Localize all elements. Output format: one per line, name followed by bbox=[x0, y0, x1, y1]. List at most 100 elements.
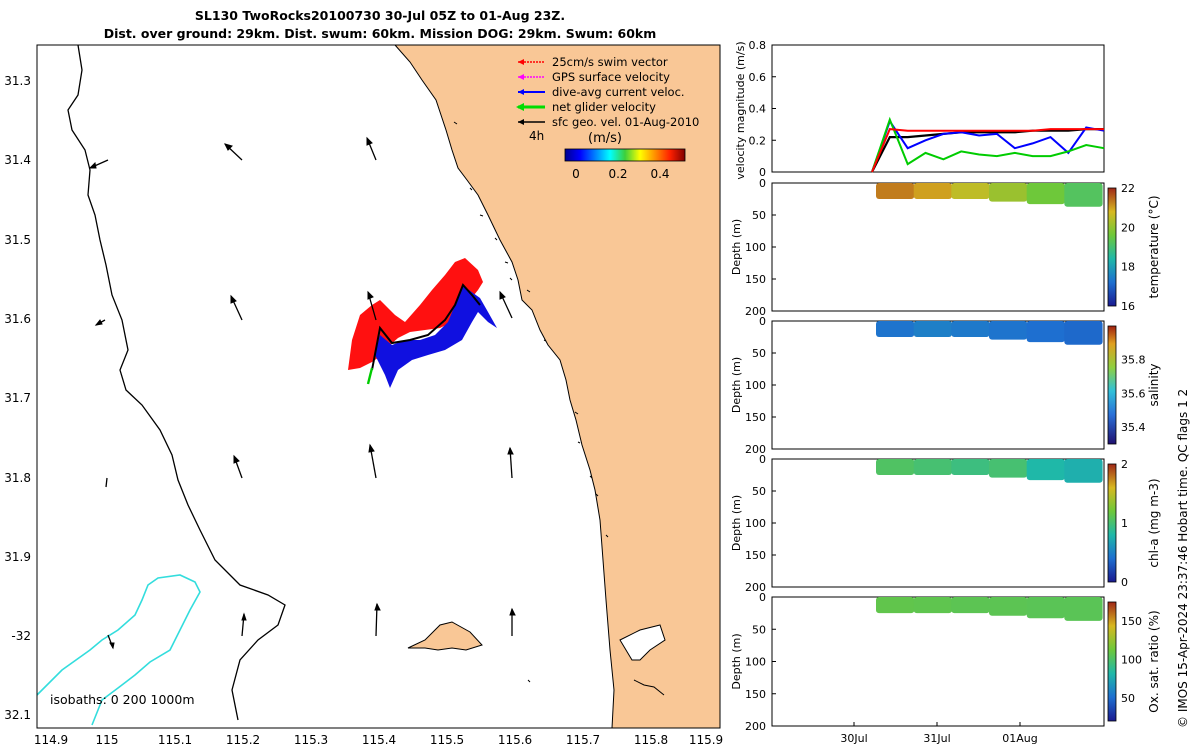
legend-item-net: net glider velocity bbox=[516, 100, 656, 114]
side-x-tick: 01Aug bbox=[1002, 732, 1037, 745]
section-colorbar-tick: 50 bbox=[1121, 692, 1135, 705]
section-colorbar-label: salinity bbox=[1147, 363, 1161, 406]
section-y-tick: 50 bbox=[752, 209, 766, 222]
geo-arrow bbox=[224, 143, 243, 161]
colorbar-tick: 0.2 bbox=[608, 167, 627, 181]
map-colorbar bbox=[564, 148, 686, 162]
section-y-tick: 0 bbox=[759, 453, 766, 466]
section-y-tick: 200 bbox=[745, 305, 766, 318]
section-y-tick: 0 bbox=[759, 177, 766, 190]
section-colorbar-label: chl-a (mg m-3) bbox=[1147, 478, 1161, 567]
map-y-ticks: 31.3 31.4 31.5 31.6 31.7 31.8 31.9 -32 3… bbox=[4, 74, 31, 722]
section-colorbar-tick: 1 bbox=[1121, 517, 1128, 530]
map-x-tick: 115.2 bbox=[226, 733, 260, 747]
geo-arrow bbox=[241, 612, 247, 637]
map-legend: 25cm/s swim vector GPS surface velocity … bbox=[516, 55, 699, 181]
velocity-series-swim-vector bbox=[871, 128, 1104, 173]
map-panel: 25cm/s swim vector GPS surface velocity … bbox=[4, 44, 723, 747]
section-y-tick: 50 bbox=[752, 485, 766, 498]
geo-arrow bbox=[233, 454, 243, 479]
map-y-tick: 31.8 bbox=[4, 471, 31, 485]
section-y-tick: 200 bbox=[745, 443, 766, 456]
section-panel-4: 0 50 100 150 200 Depth (m) 50 100 150 Ox. sat. ra… bbox=[730, 591, 1161, 733]
track-blue-current bbox=[375, 285, 497, 388]
section-colorbar-tick: 18 bbox=[1121, 261, 1135, 274]
map-x-tick: 114.9 bbox=[34, 733, 68, 747]
map-x-tick: 115.4 bbox=[362, 733, 396, 747]
section-colorbar bbox=[1107, 463, 1117, 583]
section-cell bbox=[913, 459, 952, 475]
section-colorbar-tick: 150 bbox=[1121, 615, 1142, 628]
section-ylabel: Depth (m) bbox=[730, 633, 743, 689]
island bbox=[408, 622, 482, 650]
map-x-tick: 115.6 bbox=[498, 733, 532, 747]
small-islands bbox=[453, 121, 665, 696]
geo-arrow bbox=[507, 446, 514, 479]
map-y-tick: -32 bbox=[11, 629, 31, 643]
section-colorbar-label: Ox. sat. ratio (%) bbox=[1147, 610, 1161, 712]
section-y-tick: 200 bbox=[745, 720, 766, 733]
side-x-tick: 30Jul bbox=[840, 732, 867, 745]
legend-label-current: dive-avg current veloc. bbox=[552, 85, 685, 99]
section-cell bbox=[876, 321, 915, 337]
geo-arrow bbox=[368, 443, 377, 479]
velocity-ylabel: velocity magnitude (m/s) bbox=[734, 41, 747, 179]
isobaths-label: isobaths: 0 200 1000m bbox=[50, 692, 195, 707]
section-colorbar-tick: 35.4 bbox=[1121, 421, 1146, 434]
section-cell bbox=[989, 321, 1028, 340]
side-x-tick: 31Jul bbox=[923, 732, 950, 745]
isobath-1000m bbox=[36, 574, 201, 726]
geo-arrow bbox=[107, 634, 115, 650]
geo-arrow bbox=[499, 290, 513, 319]
velocity-frame bbox=[771, 44, 1105, 173]
map-x-tick: 115 bbox=[96, 733, 119, 747]
section-cell bbox=[1026, 597, 1065, 619]
legend-item-current: dive-avg current veloc. bbox=[518, 85, 685, 99]
legend-label-swim: 25cm/s swim vector bbox=[552, 55, 668, 69]
velocity-series-net-glider-velocity bbox=[871, 116, 1105, 173]
track-green-net bbox=[366, 367, 374, 385]
title-line-2: Dist. over ground: 29km. Dist. swum: 60k… bbox=[103, 26, 657, 41]
section-frame bbox=[771, 320, 1105, 450]
geo-arrow bbox=[105, 477, 108, 488]
map-x-tick: 115.3 bbox=[294, 733, 328, 747]
section-ylabel: Depth (m) bbox=[730, 357, 743, 413]
geo-arrow bbox=[88, 159, 109, 169]
section-panel-3: 0 50 100 150 200 Depth (m) 0 1 2 chl-a (mg m-3) bbox=[730, 453, 1161, 594]
section-cell bbox=[1026, 183, 1065, 205]
map-x-tick: 115.8 bbox=[634, 733, 668, 747]
section-cell bbox=[989, 459, 1028, 478]
section-cell bbox=[1064, 183, 1103, 207]
map-x-tick: 115.7 bbox=[566, 733, 600, 747]
velocity-y-tick: 0 bbox=[759, 166, 766, 179]
section-colorbar-tick: 20 bbox=[1121, 221, 1135, 234]
track-black-line bbox=[371, 283, 481, 371]
section-cell bbox=[1064, 459, 1103, 483]
velocity-y-tick: 0.6 bbox=[749, 71, 767, 84]
section-ylabel: Depth (m) bbox=[730, 219, 743, 275]
legend-label-geo: sfc geo. vel. 01-Aug-2010 bbox=[552, 115, 699, 129]
map-y-tick: 31.3 bbox=[4, 74, 31, 88]
section-colorbar-tick: 0 bbox=[1121, 576, 1128, 589]
section-cell bbox=[1026, 459, 1065, 481]
geo-arrow bbox=[374, 602, 381, 637]
section-cell bbox=[1064, 597, 1103, 621]
map-x-ticks: 114.9 115 115.1 115.2 115.3 115.4 115.5 … bbox=[34, 733, 723, 747]
section-y-tick: 150 bbox=[745, 688, 766, 701]
geo-arrow bbox=[509, 607, 516, 636]
section-y-tick: 0 bbox=[759, 591, 766, 604]
title-line-1: SL130 TwoRocks20100730 30-Jul 05Z to 01-… bbox=[194, 8, 566, 23]
section-colorbar bbox=[1107, 325, 1117, 445]
section-y-tick: 100 bbox=[745, 656, 766, 669]
velocity-series-sfc-geo-vel- bbox=[871, 128, 1104, 173]
map-y-tick: 32.1 bbox=[4, 708, 31, 722]
section-colorbar-tick: 35.8 bbox=[1121, 354, 1146, 367]
land-area bbox=[395, 45, 720, 728]
coastline bbox=[394, 44, 615, 729]
velocity-y-tick: 0.4 bbox=[749, 103, 767, 116]
section-cell bbox=[1064, 321, 1103, 345]
section-y-tick: 200 bbox=[745, 581, 766, 594]
section-ylabel: Depth (m) bbox=[730, 495, 743, 551]
section-y-tick: 100 bbox=[745, 379, 766, 392]
